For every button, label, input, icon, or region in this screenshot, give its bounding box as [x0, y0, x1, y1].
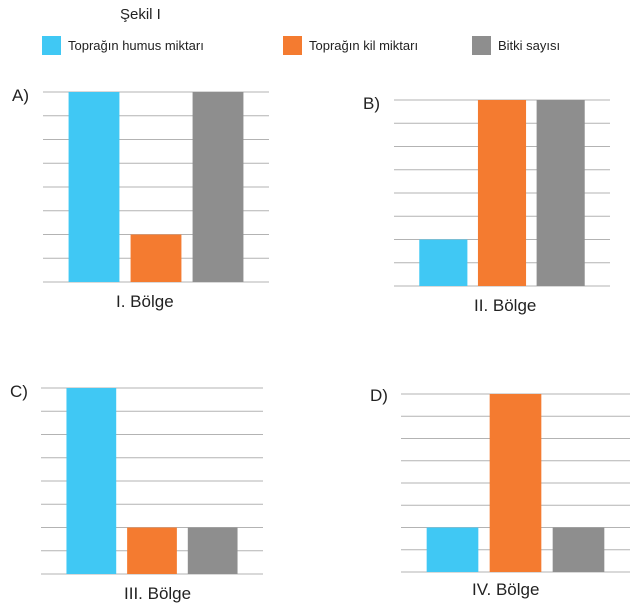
bar-b-clay	[477, 100, 527, 286]
bar-d-humus	[426, 527, 479, 572]
option-label-d: D)	[370, 386, 388, 405]
region-label-b: II. Bölge	[474, 296, 537, 315]
bar-a-humus	[68, 92, 120, 282]
legend-swatch-humus	[42, 36, 61, 55]
legend-swatch-plants	[472, 36, 491, 55]
bar-a-clay	[130, 234, 182, 282]
bar-chart-c	[41, 387, 263, 575]
bar-chart-a	[43, 91, 269, 283]
bar-c-clay	[127, 527, 177, 574]
option-label-a: A)	[12, 86, 29, 105]
option-label-c: C)	[10, 382, 28, 401]
region-label-a: I. Bölge	[116, 292, 174, 311]
bar-b-humus	[419, 239, 468, 286]
figure-title: Şekil I	[120, 6, 161, 23]
option-label-b: B)	[363, 94, 380, 113]
bar-a-plants	[192, 92, 244, 282]
legend-label-humus: Toprağın humus miktarı	[68, 38, 204, 53]
legend-swatch-clay	[283, 36, 302, 55]
bar-chart-b	[394, 99, 610, 287]
bar-b-plants	[536, 100, 585, 286]
legend-label-plants: Bitki sayısı	[498, 38, 561, 53]
bar-c-plants	[187, 527, 238, 574]
bar-chart-d	[401, 393, 630, 573]
region-label-d: IV. Bölge	[472, 580, 540, 599]
legend-label-clay: Toprağın kil miktarı	[309, 38, 419, 53]
bar-d-clay	[489, 394, 542, 572]
region-label-c: III. Bölge	[124, 584, 192, 603]
bar-c-humus	[66, 388, 117, 574]
bar-d-plants	[552, 527, 605, 572]
legend: Toprağın humus miktarı Toprağın kil mikt…	[0, 36, 641, 58]
